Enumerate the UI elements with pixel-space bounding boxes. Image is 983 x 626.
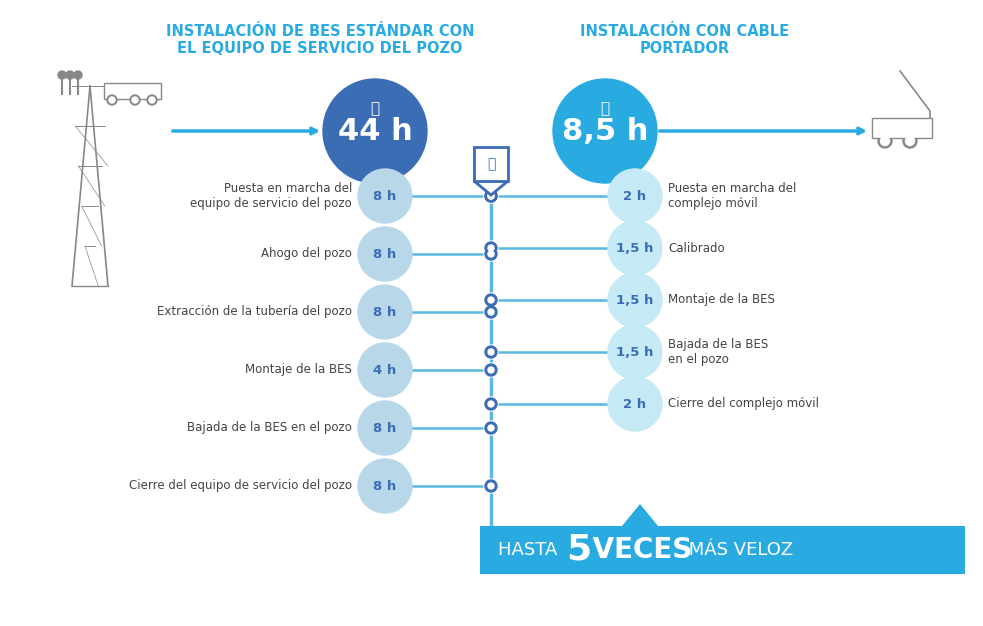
Circle shape bbox=[903, 134, 917, 148]
Circle shape bbox=[484, 421, 498, 435]
Circle shape bbox=[485, 242, 497, 254]
Circle shape bbox=[484, 305, 498, 319]
Circle shape bbox=[488, 193, 494, 199]
Circle shape bbox=[358, 169, 412, 223]
Text: 1,5 h: 1,5 h bbox=[616, 294, 654, 307]
Text: 1,5 h: 1,5 h bbox=[616, 242, 654, 255]
Polygon shape bbox=[622, 504, 658, 526]
Circle shape bbox=[484, 397, 498, 411]
Circle shape bbox=[488, 401, 494, 407]
Text: Calibrado: Calibrado bbox=[668, 242, 724, 255]
Circle shape bbox=[358, 401, 412, 455]
Text: 8,5 h: 8,5 h bbox=[562, 116, 648, 145]
Circle shape bbox=[485, 306, 497, 318]
Circle shape bbox=[484, 345, 498, 359]
Text: Montaje de la BES: Montaje de la BES bbox=[245, 364, 352, 376]
Text: ⏱: ⏱ bbox=[487, 157, 495, 171]
Circle shape bbox=[881, 136, 890, 145]
Circle shape bbox=[358, 343, 412, 397]
Text: 8 h: 8 h bbox=[374, 190, 396, 202]
Text: INSTALACIÓN CON CABLE
PORTADOR: INSTALACIÓN CON CABLE PORTADOR bbox=[580, 24, 789, 56]
Circle shape bbox=[484, 241, 498, 255]
FancyBboxPatch shape bbox=[872, 118, 932, 138]
Text: Montaje de la BES: Montaje de la BES bbox=[668, 294, 775, 307]
Circle shape bbox=[905, 136, 914, 145]
Text: MÁS VELOZ: MÁS VELOZ bbox=[683, 541, 793, 559]
Polygon shape bbox=[474, 181, 508, 195]
Circle shape bbox=[608, 169, 662, 223]
FancyBboxPatch shape bbox=[480, 526, 965, 574]
Circle shape bbox=[485, 248, 497, 260]
Text: Puesta en marcha del
complejo móvil: Puesta en marcha del complejo móvil bbox=[668, 182, 796, 210]
Circle shape bbox=[74, 71, 82, 79]
Text: 8 h: 8 h bbox=[374, 421, 396, 434]
Circle shape bbox=[488, 367, 494, 373]
Text: 2 h: 2 h bbox=[623, 190, 647, 202]
Circle shape bbox=[484, 189, 498, 203]
Circle shape bbox=[485, 364, 497, 376]
Circle shape bbox=[132, 97, 138, 103]
Circle shape bbox=[485, 190, 497, 202]
Circle shape bbox=[109, 97, 115, 103]
Circle shape bbox=[608, 273, 662, 327]
Circle shape bbox=[488, 483, 494, 489]
Circle shape bbox=[358, 285, 412, 339]
Text: Ahogo del pozo: Ahogo del pozo bbox=[261, 247, 352, 260]
Circle shape bbox=[485, 190, 497, 202]
Circle shape bbox=[107, 95, 117, 105]
Text: HASTA: HASTA bbox=[498, 541, 563, 559]
Circle shape bbox=[66, 71, 74, 79]
Circle shape bbox=[323, 79, 427, 183]
Circle shape bbox=[58, 71, 66, 79]
Circle shape bbox=[488, 245, 494, 251]
Circle shape bbox=[488, 349, 494, 355]
Text: Bajada de la BES
en el pozo: Bajada de la BES en el pozo bbox=[668, 338, 769, 366]
Text: 5: 5 bbox=[566, 533, 591, 567]
Circle shape bbox=[484, 189, 498, 203]
Circle shape bbox=[485, 480, 497, 492]
Text: 8 h: 8 h bbox=[374, 480, 396, 493]
FancyBboxPatch shape bbox=[474, 147, 508, 181]
Text: 1,5 h: 1,5 h bbox=[616, 346, 654, 359]
Text: 2 h: 2 h bbox=[623, 398, 647, 411]
Circle shape bbox=[488, 297, 494, 303]
Text: ⏱: ⏱ bbox=[601, 101, 609, 116]
Circle shape bbox=[553, 79, 657, 183]
Text: 4 h: 4 h bbox=[374, 364, 396, 376]
Circle shape bbox=[485, 346, 497, 358]
Circle shape bbox=[149, 97, 155, 103]
Text: VECES: VECES bbox=[583, 536, 692, 564]
Circle shape bbox=[484, 247, 498, 261]
Circle shape bbox=[484, 363, 498, 377]
Circle shape bbox=[488, 309, 494, 315]
Circle shape bbox=[608, 377, 662, 431]
Circle shape bbox=[878, 134, 892, 148]
Circle shape bbox=[488, 251, 494, 257]
Text: Bajada de la BES en el pozo: Bajada de la BES en el pozo bbox=[187, 421, 352, 434]
Text: 44 h: 44 h bbox=[337, 116, 413, 145]
Text: INSTALACIÓN DE BES ESTÁNDAR CON
EL EQUIPO DE SERVICIO DEL POZO: INSTALACIÓN DE BES ESTÁNDAR CON EL EQUIP… bbox=[166, 24, 474, 56]
Circle shape bbox=[608, 221, 662, 275]
Text: Cierre del complejo móvil: Cierre del complejo móvil bbox=[668, 398, 819, 411]
FancyBboxPatch shape bbox=[104, 83, 161, 99]
Circle shape bbox=[130, 95, 140, 105]
Text: Cierre del equipo de servicio del pozo: Cierre del equipo de servicio del pozo bbox=[129, 480, 352, 493]
Circle shape bbox=[485, 398, 497, 410]
Text: ⏱: ⏱ bbox=[371, 101, 379, 116]
Circle shape bbox=[488, 425, 494, 431]
Circle shape bbox=[484, 293, 498, 307]
Text: 8 h: 8 h bbox=[374, 305, 396, 319]
Circle shape bbox=[358, 459, 412, 513]
Circle shape bbox=[485, 422, 497, 434]
Circle shape bbox=[608, 325, 662, 379]
Text: 8 h: 8 h bbox=[374, 247, 396, 260]
Text: Puesta en marcha del
equipo de servicio del pozo: Puesta en marcha del equipo de servicio … bbox=[191, 182, 352, 210]
Circle shape bbox=[485, 294, 497, 306]
Circle shape bbox=[358, 227, 412, 281]
Text: Extracción de la tubería del pozo: Extracción de la tubería del pozo bbox=[157, 305, 352, 319]
Circle shape bbox=[484, 479, 498, 493]
Circle shape bbox=[147, 95, 157, 105]
Circle shape bbox=[488, 193, 494, 199]
